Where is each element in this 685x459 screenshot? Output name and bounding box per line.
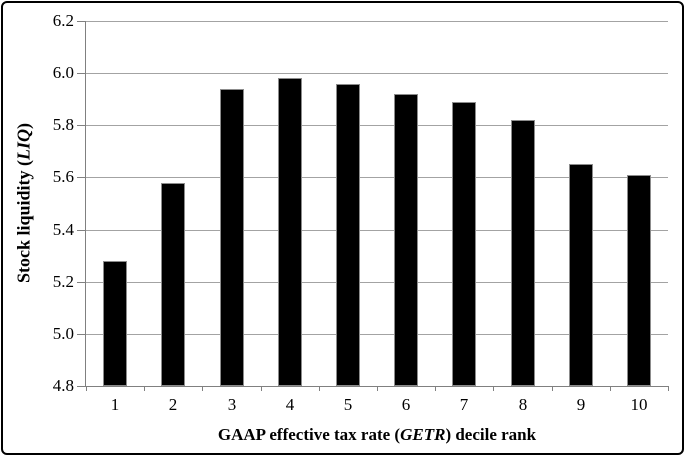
x-axis-tick-mark: [261, 386, 262, 391]
y-axis-tick-mark: [77, 230, 85, 231]
gridline: [86, 21, 668, 22]
x-axis-tick-mark: [668, 386, 669, 391]
bar: [220, 89, 244, 386]
bar: [394, 94, 418, 386]
bar: [336, 84, 360, 386]
y-tick-label: 5.8: [52, 115, 74, 134]
y-axis-title: Stock liquidity (LIQ): [14, 123, 35, 283]
gridline: [86, 125, 668, 126]
y-tick-label: 6.2: [52, 11, 74, 30]
x-axis-tick-mark: [493, 386, 494, 391]
gridline: [86, 230, 668, 231]
y-axis-tick-mark: [77, 21, 85, 22]
y-tick-label: 5.6: [52, 167, 74, 186]
y-axis-tick-mark: [77, 177, 85, 178]
plot-area: 4.8 5.0 5.2 5.4 5.6 5.8 6.0 6.2 1 2 3 4 5 6 7 8 9 10: [53, 11, 669, 414]
y-axis-tick-mark: [77, 386, 85, 387]
y-axis-tick-mark: [77, 73, 85, 74]
x-axis-title-suffix: ) decile rank: [445, 425, 537, 444]
x-tick-label: 8: [518, 395, 528, 414]
y-axis-tick-mark: [77, 282, 85, 283]
x-axis-tick-mark: [202, 386, 203, 391]
x-axis-tick-mark: [610, 386, 611, 391]
y-tick-label: 5.2: [52, 272, 74, 291]
bar: [511, 120, 535, 386]
x-tick-label: 1: [110, 395, 120, 414]
y-tick-label: 5.0: [52, 324, 74, 343]
gridline: [86, 282, 668, 283]
gridline: [86, 334, 668, 335]
bar: [278, 78, 302, 386]
x-axis-tick-mark: [377, 386, 378, 391]
x-tick-label: 2: [168, 395, 178, 414]
x-axis-line: [85, 386, 668, 387]
y-axis-line: [85, 21, 86, 386]
x-tick-label: 9: [576, 395, 586, 414]
bar: [161, 183, 185, 386]
x-axis-title-italic: GETR: [400, 425, 446, 444]
y-tick-label: 4.8: [52, 376, 74, 395]
x-axis-tick-mark: [144, 386, 145, 391]
y-axis-tick-mark: [77, 125, 85, 126]
y-axis-tick-mark: [77, 334, 85, 335]
x-tick-label: 6: [401, 395, 411, 414]
bar: [569, 164, 593, 386]
x-tick-label: 5: [343, 395, 353, 414]
bar: [627, 175, 651, 386]
x-axis-title-prefix: GAAP effective tax rate (: [217, 425, 401, 444]
bar: [452, 102, 476, 386]
x-tick-label: 10: [630, 395, 648, 414]
bar: [103, 261, 127, 386]
x-axis-title: GAAP effective tax rate (GETR) decile ra…: [218, 425, 536, 445]
gridline: [86, 73, 668, 74]
x-axis-tick-mark: [86, 386, 87, 391]
x-tick-label: 4: [285, 395, 295, 414]
x-axis-tick-mark: [319, 386, 320, 391]
x-axis-tick-mark: [552, 386, 553, 391]
x-tick-label: 7: [459, 395, 469, 414]
y-tick-label: 5.4: [52, 220, 74, 239]
x-tick-label: 3: [227, 395, 237, 414]
x-axis-tick-mark: [435, 386, 436, 391]
gridline: [86, 177, 668, 178]
y-tick-label: 6.0: [52, 63, 74, 82]
